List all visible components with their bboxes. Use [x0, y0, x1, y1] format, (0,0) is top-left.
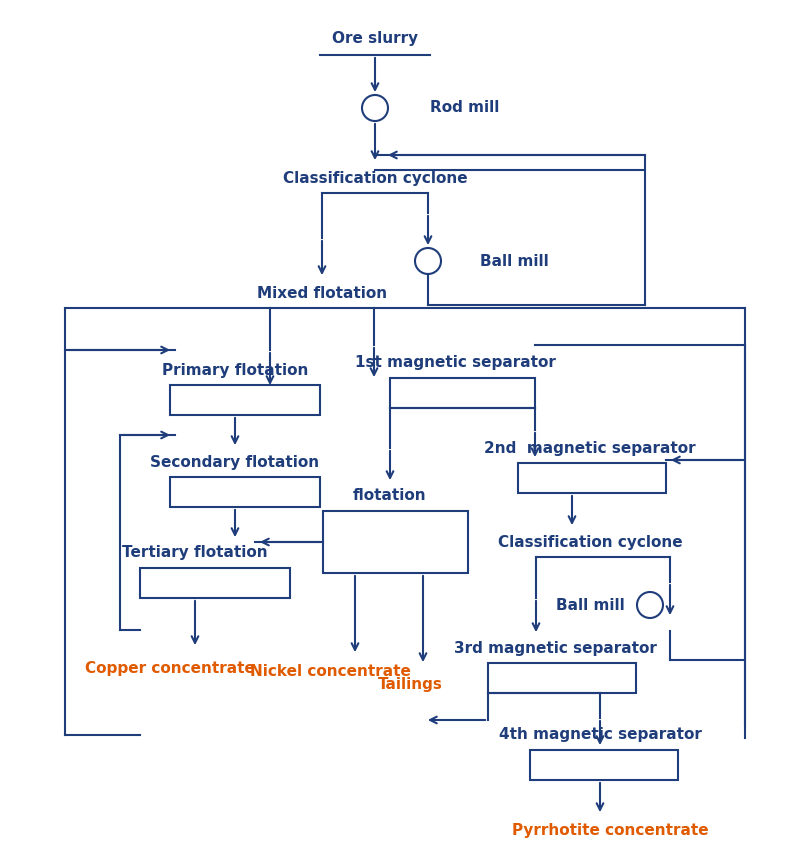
- Text: Classification cyclone: Classification cyclone: [282, 170, 467, 186]
- Bar: [530, 750, 678, 780]
- Bar: [140, 568, 290, 598]
- Text: flotation: flotation: [353, 489, 427, 503]
- Text: Classification cyclone: Classification cyclone: [498, 535, 682, 549]
- Text: 3rd magnetic separator: 3rd magnetic separator: [454, 641, 657, 655]
- Text: Tailings: Tailings: [378, 678, 442, 693]
- Bar: [323, 511, 468, 573]
- Text: Ore slurry: Ore slurry: [332, 30, 418, 45]
- Bar: [170, 385, 320, 415]
- Bar: [170, 477, 320, 507]
- Bar: [488, 663, 636, 693]
- Text: Nickel concentrate: Nickel concentrate: [250, 665, 410, 680]
- Bar: [390, 378, 535, 408]
- Text: Mixed flotation: Mixed flotation: [257, 286, 387, 300]
- Text: Tertiary flotation: Tertiary flotation: [122, 545, 268, 561]
- Text: Ball mill: Ball mill: [480, 253, 549, 268]
- Text: Pyrrhotite concentrate: Pyrrhotite concentrate: [512, 823, 708, 838]
- Text: Primary flotation: Primary flotation: [162, 363, 308, 378]
- Text: 2nd  magnetic separator: 2nd magnetic separator: [484, 440, 696, 456]
- Text: Secondary flotation: Secondary flotation: [150, 455, 319, 470]
- Text: 4th magnetic separator: 4th magnetic separator: [498, 727, 702, 742]
- Text: Ball mill: Ball mill: [556, 597, 624, 613]
- Text: 1st magnetic separator: 1st magnetic separator: [354, 356, 555, 371]
- Text: Rod mill: Rod mill: [430, 101, 499, 115]
- Text: Copper concentrate: Copper concentrate: [85, 661, 255, 675]
- Bar: [518, 463, 666, 493]
